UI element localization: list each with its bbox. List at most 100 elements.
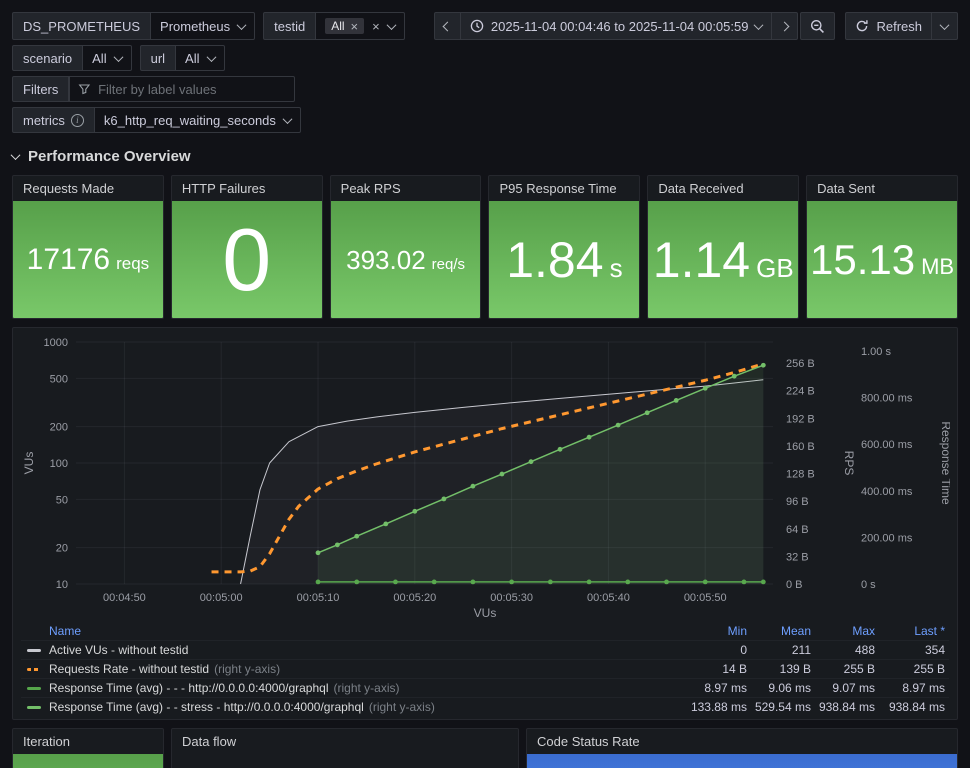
section-performance-overview[interactable]: Performance Overview bbox=[10, 148, 958, 165]
legend-value: 133.88 ms bbox=[690, 700, 747, 714]
stat-body: 0 bbox=[171, 201, 322, 318]
refresh-interval-button[interactable] bbox=[932, 12, 958, 40]
legend-series-label[interactable]: Active VUs - without testid bbox=[49, 643, 189, 657]
svg-text:0 B: 0 B bbox=[786, 579, 803, 591]
funnel-icon bbox=[78, 84, 91, 95]
scenario-value: All bbox=[92, 50, 107, 66]
svg-text:256 B: 256 B bbox=[786, 358, 815, 370]
svg-text:0 s: 0 s bbox=[861, 579, 876, 591]
panel-title: Code Status Rate bbox=[537, 734, 640, 749]
refresh-button[interactable]: Refresh bbox=[845, 12, 932, 40]
panel-title: Data Sent bbox=[817, 181, 875, 196]
legend-series-label[interactable]: Requests Rate - without testid (right y-a… bbox=[49, 662, 281, 676]
metrics-picker[interactable]: k6_http_req_waiting_seconds bbox=[94, 107, 301, 133]
datasource-picker[interactable]: Prometheus bbox=[151, 12, 256, 40]
svg-text:200: 200 bbox=[50, 422, 68, 434]
svg-text:00:04:50: 00:04:50 bbox=[103, 592, 146, 604]
svg-text:128 B: 128 B bbox=[786, 469, 815, 481]
axis-labels: 1000 500 200 100 50 20 10 00:04:50 00:05:00 00:05… bbox=[44, 337, 913, 604]
svg-text:00:05:50: 00:05:50 bbox=[684, 592, 727, 604]
x-axis-title: VUs bbox=[473, 606, 497, 620]
panel-data-flow: Data flow bbox=[171, 728, 519, 768]
stat-unit: MB bbox=[921, 253, 955, 279]
stat-panel: P95 Response Time 1.84 s bbox=[488, 175, 641, 319]
testid-picker[interactable]: All × × bbox=[316, 12, 405, 40]
stat-value: 15.13 MB bbox=[810, 238, 955, 281]
label-filter-input[interactable] bbox=[98, 81, 287, 97]
legend-header-max[interactable]: Max bbox=[852, 624, 875, 638]
panel-title: HTTP Failures bbox=[181, 181, 266, 196]
stat-body: 393.02 req/s bbox=[330, 201, 481, 318]
stat-value: 17176 reqs bbox=[27, 244, 150, 275]
svg-text:160 B: 160 B bbox=[786, 441, 815, 453]
chip-remove-icon[interactable]: × bbox=[350, 18, 359, 34]
stat-body: 1.84 s bbox=[489, 201, 640, 318]
stat-number: 0 bbox=[222, 209, 272, 309]
legend-value: 8.97 ms bbox=[704, 681, 747, 695]
legend-series-label[interactable]: Response Time (avg) - - stress - http://… bbox=[49, 700, 435, 714]
metrics-label-text: metrics bbox=[23, 112, 65, 128]
legend-header-name[interactable]: Name bbox=[49, 624, 82, 638]
legend-series-label[interactable]: Response Time (avg) - - - http://0.0.0.0… bbox=[49, 681, 400, 695]
testid-chip[interactable]: All × bbox=[325, 18, 365, 34]
chevron-down-icon bbox=[113, 51, 124, 62]
panel-title: Iteration bbox=[23, 734, 70, 749]
legend-value: 529.54 ms bbox=[754, 700, 811, 714]
panel-title: Data flow bbox=[182, 734, 237, 749]
stat-value: 393.02 req/s bbox=[346, 247, 465, 273]
svg-text:100: 100 bbox=[50, 458, 68, 470]
legend-header-min[interactable]: Min bbox=[727, 624, 747, 638]
chevron-right-icon bbox=[780, 21, 790, 31]
series-rps bbox=[211, 362, 764, 574]
stat-panel: Data Received 1.14 GB bbox=[647, 175, 800, 319]
panel-title: Peak RPS bbox=[340, 181, 401, 196]
zoom-out-time-button[interactable] bbox=[800, 12, 836, 40]
scenario-picker[interactable]: All bbox=[83, 45, 132, 71]
stat-body: 15.13 MB bbox=[807, 201, 957, 318]
refresh-group: Refresh bbox=[845, 12, 958, 40]
chevron-down-icon bbox=[754, 19, 764, 30]
chevron-left-icon bbox=[442, 21, 453, 31]
testid-label: testid bbox=[263, 12, 317, 40]
stat-value: 1.84 s bbox=[506, 235, 622, 285]
response-time-axis-title: Response Time bbox=[939, 421, 950, 505]
svg-text:1000: 1000 bbox=[44, 337, 68, 349]
info-icon[interactable]: i bbox=[70, 113, 84, 127]
timeseries-chart[interactable]: 1000 500 200 100 50 20 10 00:04:50 00:05:00 00:05… bbox=[21, 334, 950, 606]
legend-value: 9.07 ms bbox=[832, 681, 875, 695]
metrics-label: metrics i bbox=[12, 107, 95, 133]
series-color-swatch bbox=[27, 705, 41, 709]
series-color-swatch bbox=[27, 686, 41, 690]
legend-value: 9.06 ms bbox=[768, 681, 811, 695]
legend-header-last[interactable]: Last * bbox=[914, 624, 945, 638]
chevron-down-icon bbox=[386, 19, 397, 30]
stat-number: 1.14 bbox=[652, 231, 751, 288]
svg-text:32 B: 32 B bbox=[786, 551, 809, 563]
refresh-icon bbox=[857, 20, 869, 32]
clock-icon bbox=[470, 19, 484, 33]
svg-text:1.00 s: 1.00 s bbox=[861, 346, 891, 358]
svg-text:00:05:20: 00:05:20 bbox=[393, 592, 436, 604]
time-range-picker[interactable]: 2025-11-04 00:04:46 to 2025-11-04 00:05:… bbox=[460, 12, 773, 40]
stat-panel: Requests Made 17176 reqs bbox=[12, 175, 164, 319]
legend-value: 139 B bbox=[779, 662, 811, 676]
magnifier-zoom-out-icon bbox=[811, 19, 825, 33]
section-title: Performance Overview bbox=[28, 148, 191, 165]
filters-group: Filters bbox=[12, 76, 296, 102]
url-value: All bbox=[185, 50, 200, 66]
clear-selection-icon[interactable]: × bbox=[372, 18, 380, 34]
legend-header-mean[interactable]: Mean bbox=[780, 624, 811, 638]
time-shift-back-button[interactable] bbox=[433, 12, 461, 40]
svg-text:200.00 ms: 200.00 ms bbox=[861, 532, 913, 544]
stat-panel: HTTP Failures 0 bbox=[170, 175, 323, 319]
url-picker[interactable]: All bbox=[176, 45, 225, 71]
stat-unit: req/s bbox=[431, 255, 466, 273]
svg-text:64 B: 64 B bbox=[786, 524, 809, 536]
time-shift-forward-button[interactable] bbox=[772, 12, 799, 40]
stat-number: 1.84 bbox=[506, 231, 604, 288]
stat-number: 393.02 bbox=[346, 244, 426, 275]
stat-unit: GB bbox=[756, 252, 794, 283]
stat-panel: Peak RPS 393.02 req/s bbox=[329, 175, 482, 319]
stat-unit: s bbox=[609, 252, 623, 283]
